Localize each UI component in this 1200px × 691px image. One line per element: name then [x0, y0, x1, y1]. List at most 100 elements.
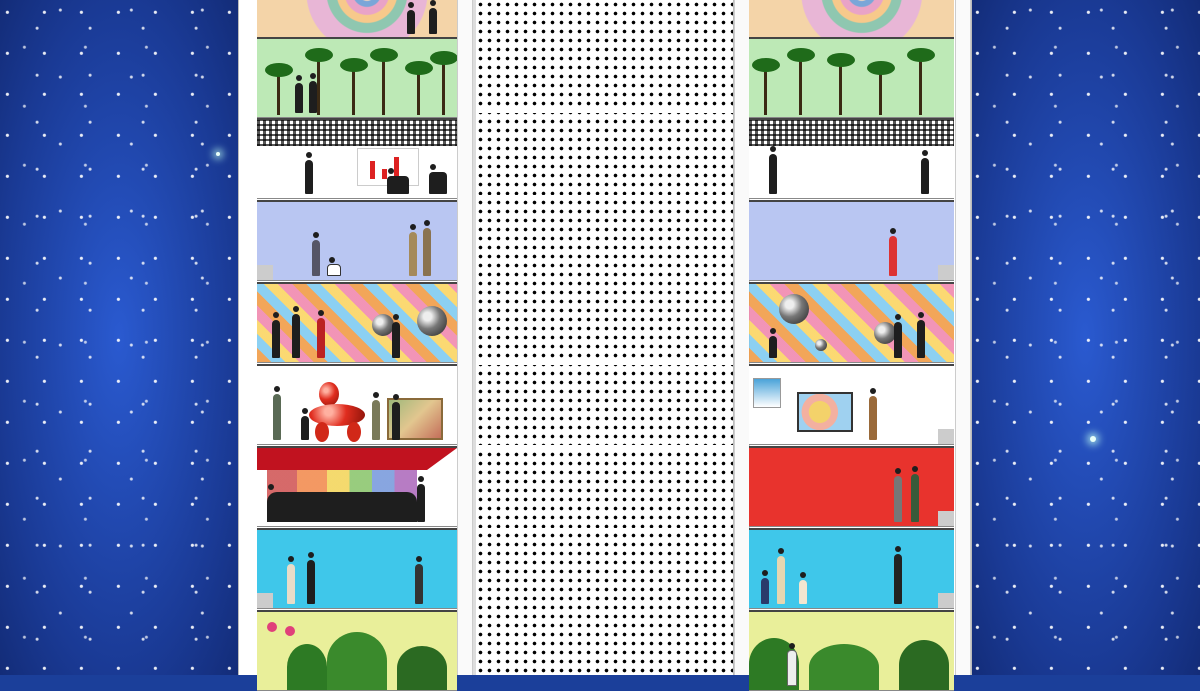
palm-tree — [867, 61, 895, 115]
floor-mosaic — [749, 282, 954, 363]
floor-palms — [749, 37, 954, 118]
crowd-silhouette — [267, 484, 417, 522]
person-silhouette — [921, 150, 929, 194]
person-silhouette — [917, 312, 925, 358]
stairs — [938, 220, 954, 280]
flower-icon — [285, 626, 295, 636]
palm-tree — [340, 58, 368, 115]
popart-painting — [797, 392, 853, 432]
night-sky-left — [0, 0, 238, 675]
person-silhouette — [894, 314, 902, 358]
person-visitor — [894, 468, 902, 522]
person-visitor — [787, 643, 797, 686]
floor-mandala — [749, 0, 954, 39]
stage-canopy — [257, 448, 457, 470]
bright-star-left — [216, 152, 220, 156]
seated-person — [429, 164, 447, 194]
bar-icon — [382, 169, 387, 179]
palm-tree — [430, 51, 457, 115]
palm-tree — [370, 48, 398, 115]
floor-office — [749, 118, 954, 199]
flower-icon — [267, 622, 277, 632]
floor-garden — [257, 610, 457, 691]
floor-gallery — [749, 364, 954, 445]
balloon-part — [319, 382, 339, 406]
bright-star — [1090, 436, 1096, 442]
bar-icon — [394, 157, 399, 179]
stairs — [257, 548, 273, 608]
palm-tree — [787, 48, 815, 115]
person-walking — [312, 232, 320, 276]
person-visitor — [911, 466, 919, 522]
right-tower — [733, 0, 972, 691]
person-silhouette — [392, 394, 400, 440]
person-walking — [889, 228, 897, 276]
silver-balloon — [372, 314, 394, 336]
person-walking — [777, 548, 785, 604]
person-silhouette — [272, 312, 280, 358]
person-silhouette — [307, 552, 315, 604]
grid-ceiling — [257, 120, 457, 146]
person-silhouette — [769, 146, 777, 194]
person-silhouette — [392, 314, 400, 358]
person-red — [317, 310, 325, 358]
person-silhouette — [309, 73, 317, 113]
dog-icon — [327, 257, 341, 276]
floor-garden — [749, 610, 954, 691]
person-visitor — [869, 388, 877, 440]
night-sky-right — [970, 0, 1200, 675]
child-silhouette — [301, 408, 309, 440]
person-visitor — [273, 386, 281, 440]
palm-tree — [405, 61, 433, 115]
palm-tree — [827, 53, 855, 115]
shaft-divider — [476, 445, 736, 448]
silver-balloon — [779, 294, 809, 324]
person-silhouette — [429, 0, 437, 34]
stairs — [938, 548, 954, 608]
plant — [397, 646, 447, 690]
person-silhouette — [305, 152, 313, 194]
person-walking — [409, 224, 417, 276]
palm-tree — [907, 48, 935, 115]
tower-pillar — [955, 0, 971, 675]
floor-palms — [257, 37, 457, 118]
floor-mandala — [257, 0, 457, 39]
silver-balloon — [874, 322, 896, 344]
silver-balloon — [815, 339, 827, 351]
person-silhouette — [417, 476, 425, 522]
child-silhouette — [769, 328, 777, 358]
stairs — [938, 466, 954, 526]
person-walking — [894, 546, 902, 604]
floor-cyan-walkway — [257, 528, 457, 609]
person-silhouette — [292, 306, 300, 358]
person-visitor — [372, 392, 380, 440]
grid-ceiling — [749, 120, 954, 146]
floor-blue-walkway — [257, 200, 457, 281]
floor-cyan-walkway — [749, 528, 954, 609]
floor-blue-walkway — [749, 200, 954, 281]
person-walking — [423, 220, 431, 276]
balloon-part — [315, 422, 329, 442]
child-silhouette — [799, 572, 807, 604]
bar-icon — [370, 161, 375, 179]
plant — [327, 632, 387, 690]
palm-tree — [305, 48, 333, 115]
person-walking — [287, 556, 295, 604]
plant — [809, 644, 879, 690]
floor-gallery — [257, 364, 457, 445]
palm-tree — [752, 58, 780, 115]
floor-red-wall — [749, 446, 954, 527]
shaft-divider — [476, 195, 736, 198]
shaft-divider — [476, 278, 736, 281]
shaft-divider — [476, 528, 736, 531]
left-tower — [238, 0, 473, 691]
silver-balloon — [417, 306, 447, 336]
shaft-divider — [476, 362, 736, 365]
small-artwork — [753, 378, 781, 408]
person-silhouette — [295, 75, 303, 113]
balloon-dog-sculpture — [309, 382, 369, 442]
balloon-part — [347, 422, 361, 442]
floor-mosaic — [257, 282, 457, 363]
shaft-divider — [476, 610, 736, 613]
stairs — [938, 384, 954, 444]
